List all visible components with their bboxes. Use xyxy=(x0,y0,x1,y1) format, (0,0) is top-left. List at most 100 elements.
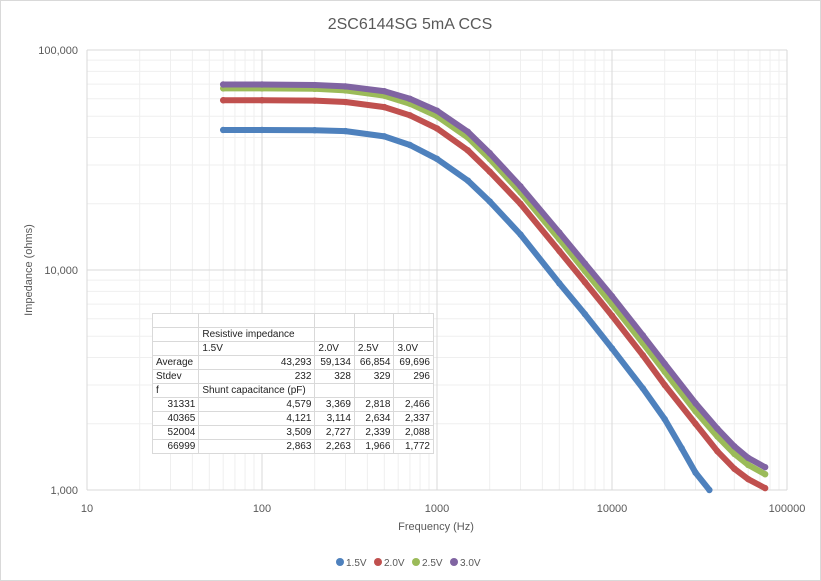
table-cell xyxy=(353,327,395,342)
table-cell: 69,696 xyxy=(393,355,434,370)
data-point xyxy=(517,231,524,238)
table-row: 1.5V 2.0V 2.5V 3.0V xyxy=(151,341,434,356)
table-cell: 3,369 xyxy=(314,397,355,412)
data-point xyxy=(556,280,563,287)
data-point xyxy=(608,293,616,300)
data-point xyxy=(433,107,441,114)
table-cell: 2,727 xyxy=(314,425,355,440)
legend-marker xyxy=(412,558,420,566)
table-cell xyxy=(314,313,355,328)
table-cell xyxy=(393,383,434,398)
data-point xyxy=(661,360,668,367)
data-point xyxy=(556,247,563,255)
table-cell: 329 xyxy=(353,369,395,384)
data-point xyxy=(556,229,563,236)
data-point xyxy=(581,279,589,286)
data-point xyxy=(342,83,349,90)
data-point xyxy=(761,484,769,492)
data-point xyxy=(761,470,769,478)
data-point xyxy=(464,128,472,135)
data-point xyxy=(639,332,647,339)
data-point xyxy=(744,454,752,462)
table-row: Resistive impedance xyxy=(151,327,434,342)
table-row: 31331 4,579 3,369 2,818 2,466 xyxy=(151,397,434,412)
table-cell: 1,772 xyxy=(393,439,434,454)
data-point xyxy=(714,425,721,432)
table-cell: 3,114 xyxy=(314,411,355,426)
data-point xyxy=(517,200,524,207)
data-point xyxy=(731,465,738,472)
data-point xyxy=(714,448,721,455)
data-point xyxy=(581,260,589,267)
table-cell: 2,088 xyxy=(393,425,434,440)
table-cell: 66999 xyxy=(151,439,200,454)
table-row: 40365 4,121 3,114 2,634 2,337 xyxy=(151,411,434,426)
data-point xyxy=(219,126,227,134)
table-cell: Stdev xyxy=(151,369,200,384)
data-point xyxy=(311,81,318,89)
data-point xyxy=(731,443,738,450)
data-point xyxy=(219,97,227,104)
table-cell: 232 xyxy=(198,369,316,384)
table-cell: 43,293 xyxy=(198,355,316,370)
data-point xyxy=(406,95,414,103)
legend-marker xyxy=(374,558,382,566)
data-point xyxy=(381,87,388,95)
table-cell xyxy=(393,313,434,328)
table-cell: 3,509 xyxy=(198,425,316,440)
table-row: 52004 3,509 2,727 2,339 2,088 xyxy=(151,425,434,440)
data-point xyxy=(486,168,493,175)
x-tick-label: 10 xyxy=(81,503,93,515)
legend-label: 1.5V xyxy=(346,558,367,569)
table-cell: 2,263 xyxy=(314,439,355,454)
table-cell xyxy=(314,383,355,398)
x-axis-label: Frequency (Hz) xyxy=(398,521,474,533)
table-row: Stdev 232 328 329 296 xyxy=(151,369,434,384)
table-row: f Shunt capacitance (pF) xyxy=(151,383,434,398)
table-cell: 328 xyxy=(314,369,355,384)
data-point xyxy=(706,486,713,494)
table-cell: 4,579 xyxy=(198,397,316,412)
data-point xyxy=(433,125,441,132)
y-tick-label: 100,000 xyxy=(38,45,78,57)
legend-marker xyxy=(336,558,344,566)
data-point xyxy=(464,147,472,154)
legend-label: 2.0V xyxy=(384,558,405,569)
table-cell: 2,466 xyxy=(393,397,434,412)
data-point xyxy=(744,475,752,483)
table-cell xyxy=(151,327,200,342)
data-point xyxy=(661,415,668,423)
x-tick-label: 1000 xyxy=(425,503,449,515)
table-cell: 2.0V xyxy=(314,341,355,356)
data-point xyxy=(517,183,524,190)
table-cell: Shunt capacitance (pF) xyxy=(198,383,316,398)
x-tick-label: 10000 xyxy=(597,503,628,515)
data-point xyxy=(258,97,266,104)
table-cell: Average xyxy=(151,355,200,370)
legend-label: 3.0V xyxy=(460,558,481,569)
data-point xyxy=(342,98,349,106)
table-cell: 40365 xyxy=(151,411,200,426)
table-cell: 52004 xyxy=(151,425,200,440)
series-line xyxy=(220,81,769,471)
data-point xyxy=(678,444,685,452)
table-cell: 3.0V xyxy=(393,341,434,356)
table-cell xyxy=(151,341,200,356)
table-cell: 31331 xyxy=(151,397,200,412)
table-cell: 59,134 xyxy=(314,355,355,370)
table-cell xyxy=(353,313,395,328)
table-cell: 66,854 xyxy=(353,355,395,370)
data-point xyxy=(692,420,699,427)
table-cell: 1.5V xyxy=(198,341,316,356)
data-point xyxy=(744,461,752,469)
series-line xyxy=(220,85,769,478)
y-tick-label: 10,000 xyxy=(44,265,78,277)
table-cell: f xyxy=(151,383,200,398)
data-point xyxy=(381,133,388,140)
table-cell xyxy=(314,327,355,342)
data-point xyxy=(433,155,441,163)
table-cell: 2,863 xyxy=(198,439,316,454)
table-row: 66999 2,863 2,263 1,966 1,772 xyxy=(151,439,434,454)
data-point xyxy=(406,112,414,119)
table-cell: 2,818 xyxy=(353,397,395,412)
